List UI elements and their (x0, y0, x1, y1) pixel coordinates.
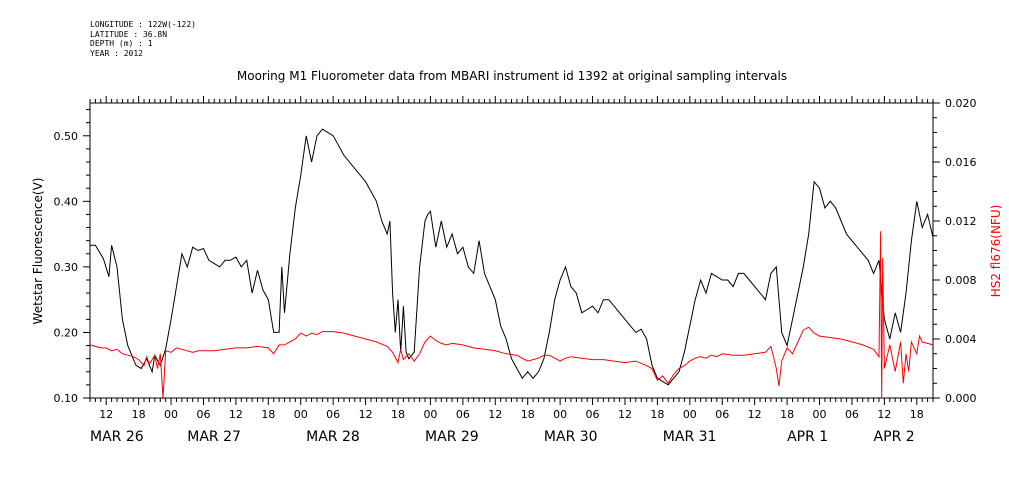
x-hour-label: 12 (877, 408, 891, 421)
x-hour-label: 12 (229, 408, 243, 421)
x-hour-label: 12 (488, 408, 502, 421)
chart-title: Mooring M1 Fluorometer data from MBARI i… (237, 69, 787, 83)
depth-text: DEPTH (m) : 1 (90, 39, 153, 48)
plot-frame (89, 102, 934, 399)
y-left-tick-label: 0.10 (54, 392, 79, 405)
series-line-hs2 (89, 231, 934, 399)
x-hour-label: 06 (845, 408, 859, 421)
x-hour-label: 12 (618, 408, 632, 421)
y-axis-left-label: Wetstar Fluorescence(V) (31, 178, 45, 325)
x-date-label: MAR 29 (425, 429, 479, 445)
x-hour-label: 18 (261, 408, 275, 421)
x-hour-label: 00 (164, 408, 178, 421)
x-date-label: MAR 26 (90, 429, 144, 445)
y-left-tick-label: 0.50 (54, 130, 79, 143)
y-axis-right-label: HS2 fl676(NFU) (989, 205, 1003, 298)
y-left-tick-label: 0.20 (54, 326, 79, 339)
y-left-tick-label: 0.30 (54, 261, 79, 274)
x-hour-label: 18 (521, 408, 535, 421)
series-lines (89, 128, 934, 399)
x-hour-label: 00 (423, 408, 437, 421)
x-hour-label: 12 (99, 408, 113, 421)
x-hour-label: 00 (553, 408, 567, 421)
x-hour-label: 00 (813, 408, 827, 421)
x-date-label: MAR 28 (306, 429, 360, 445)
x-hour-label: 06 (456, 408, 470, 421)
metadata-block: LONGITUDE : 122W(-122) LATITUDE : 36.8N … (90, 20, 196, 58)
x-hour-label: 18 (780, 408, 794, 421)
y-right-tick-label: 0.012 (945, 215, 977, 228)
y-right-tick-label: 0.000 (945, 392, 977, 405)
y-right-tick-label: 0.020 (945, 97, 977, 110)
series-line-wetstar (90, 128, 934, 386)
y-right-tick-label: 0.004 (945, 333, 977, 346)
x-hour-label: 12 (748, 408, 762, 421)
x-date-label: MAR 31 (663, 429, 717, 445)
longitude-text: LONGITUDE : 122W(-122) (90, 20, 196, 29)
axis-labels: 12 18 00 06 12 18 00 06 12 18 00 06 12 18 00 06 12 18 00 06… (54, 97, 977, 445)
tick-marks (83, 96, 940, 405)
x-hour-label: 00 (683, 408, 697, 421)
y-right-tick-label: 0.008 (945, 274, 977, 287)
x-hour-label: 06 (715, 408, 729, 421)
x-hour-label: 18 (132, 408, 146, 421)
y-right-tick-label: 0.016 (945, 156, 977, 169)
x-hour-label: 06 (586, 408, 600, 421)
x-hour-label: 12 (359, 408, 373, 421)
x-hour-label: 18 (650, 408, 664, 421)
x-hour-label: 18 (910, 408, 924, 421)
x-date-label: APR 1 (787, 429, 828, 445)
x-date-label: APR 2 (874, 429, 915, 445)
y-left-tick-label: 0.40 (54, 195, 79, 208)
x-date-label: MAR 30 (544, 429, 598, 445)
x-hour-label: 06 (326, 408, 340, 421)
x-hour-label: 06 (196, 408, 210, 421)
latitude-text: LATITUDE : 36.8N (90, 29, 168, 39)
x-date-label: MAR 27 (187, 429, 241, 445)
x-hour-label: 00 (294, 408, 308, 421)
x-hour-label: 18 (391, 408, 405, 421)
year-text: YEAR : 2012 (90, 48, 143, 58)
